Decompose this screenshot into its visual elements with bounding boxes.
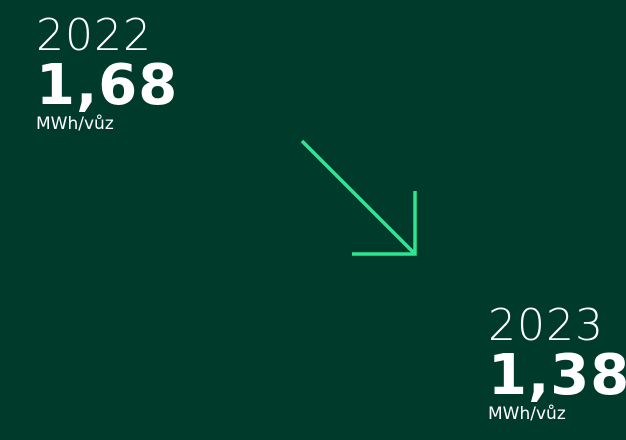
unit: MWh/vůz	[488, 404, 566, 424]
value: 1,68	[36, 53, 179, 118]
unit: MWh/vůz	[36, 114, 114, 134]
year: 2023	[488, 300, 604, 351]
year: 2022	[36, 10, 152, 61]
stat-2022: 2022 1,68 MWh/vůz	[36, 10, 179, 135]
stat-2023: 2023 1,38 MWh/vůz	[488, 300, 626, 425]
value: 1,38	[488, 343, 626, 408]
